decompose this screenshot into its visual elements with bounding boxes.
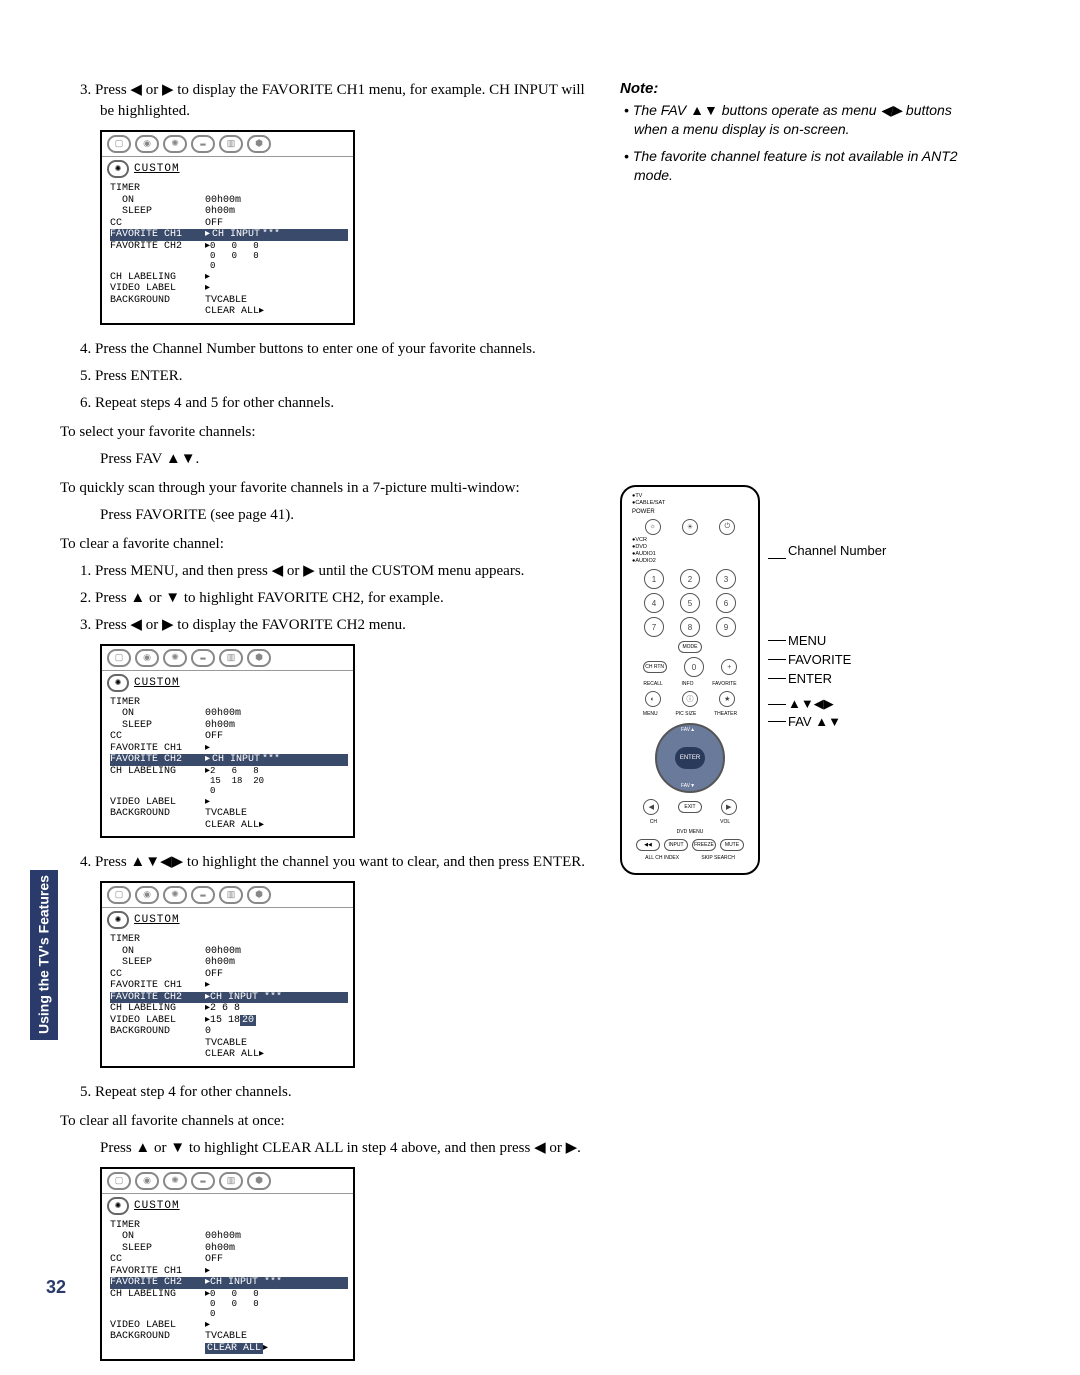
select-body: Press FAV ▲▼. [60,449,590,470]
clear-step-4: 4. Press ▲▼◀▶ to highlight the channel y… [60,852,590,873]
left-column: 3. Press ◀ or ▶ to display the FAVORITE … [60,80,590,1375]
scan-heading: To quickly scan through your favorite ch… [60,478,590,499]
clear-step-2: 2. Press ▲ or ▼ to highlight FAVORITE CH… [60,588,590,609]
osd-screenshot-2: ▢◉✺▬▥⬢ ✺CUSTOM TIMER ON00h00m SLEEP0h00m… [100,644,355,839]
osd-screenshot-3: ▢◉✺▬▥⬢ ✺CUSTOM TIMER ON00h00m SLEEP0h00m… [100,881,355,1068]
clear-step-5: 5. Repeat step 4 for other channels. [60,1082,590,1103]
right-column: Note: • The FAV ▲▼ buttons operate as me… [620,80,980,1375]
clear-heading: To clear a favorite channel: [60,534,590,555]
osd-screenshot-1: ▢◉✺▬▥⬢ ✺CUSTOM TIMER ON00h00m SLEEP0h00m… [100,130,355,325]
note-1: • The FAV ▲▼ buttons operate as menu ◀▶ … [620,101,980,139]
step-6: 6. Repeat steps 4 and 5 for other channe… [60,393,590,414]
side-tab: Using the TV's Features [30,870,58,1040]
step-3: 3. Press ◀ or ▶ to display the FAVORITE … [60,80,590,122]
light-btn: ☀ [682,519,698,535]
note-2: • The favorite channel feature is not av… [620,147,980,185]
callout-fav: FAV ▲▼ [768,714,886,729]
remote-diagram: ●TV ●CABLE/SAT POWER ☼☀⏻ ●VCR ●DVD ●AUDI… [620,485,980,876]
osd-screenshot-4: ▢◉✺▬▥⬢ ✺CUSTOM TIMER ON00h00m SLEEP0h00m… [100,1167,355,1362]
select-heading: To select your favorite channels: [60,422,590,443]
remote-control: ●TV ●CABLE/SAT POWER ☼☀⏻ ●VCR ●DVD ●AUDI… [620,485,760,876]
scan-body: Press FAVORITE (see page 41). [60,505,590,526]
number-keypad: 123 456 789 [628,567,752,639]
clearall-heading: To clear all favorite channels at once: [60,1111,590,1132]
step-4: 4. Press the Channel Number buttons to e… [60,339,590,360]
callout-menu: MENU [768,633,886,648]
remote-callouts: Channel Number MENU FAVORITE ENTER ▲▼◀▶ … [768,485,886,729]
callout-channel: Channel Number [768,543,886,573]
step-5: 5. Press ENTER. [60,366,590,387]
callout-arrows: ▲▼◀▶ [768,696,886,712]
power-btn: ⏻ [719,519,735,535]
note-heading: Note: [620,80,980,97]
clearall-body: Press ▲ or ▼ to highlight CLEAR ALL in s… [60,1138,590,1159]
page-body: 3. Press ◀ or ▶ to display the FAVORITE … [60,80,1020,1375]
page-number: 32 [46,1277,66,1298]
clear-step-1: 1. Press MENU, and then press ◀ or ▶ unt… [60,561,590,582]
clear-step-3: 3. Press ◀ or ▶ to display the FAVORITE … [60,615,590,636]
callout-favorite: FAVORITE [768,652,886,667]
dpad: ENTER FAV▲ FAV▼ [645,723,735,793]
callout-enter: ENTER [768,671,886,686]
